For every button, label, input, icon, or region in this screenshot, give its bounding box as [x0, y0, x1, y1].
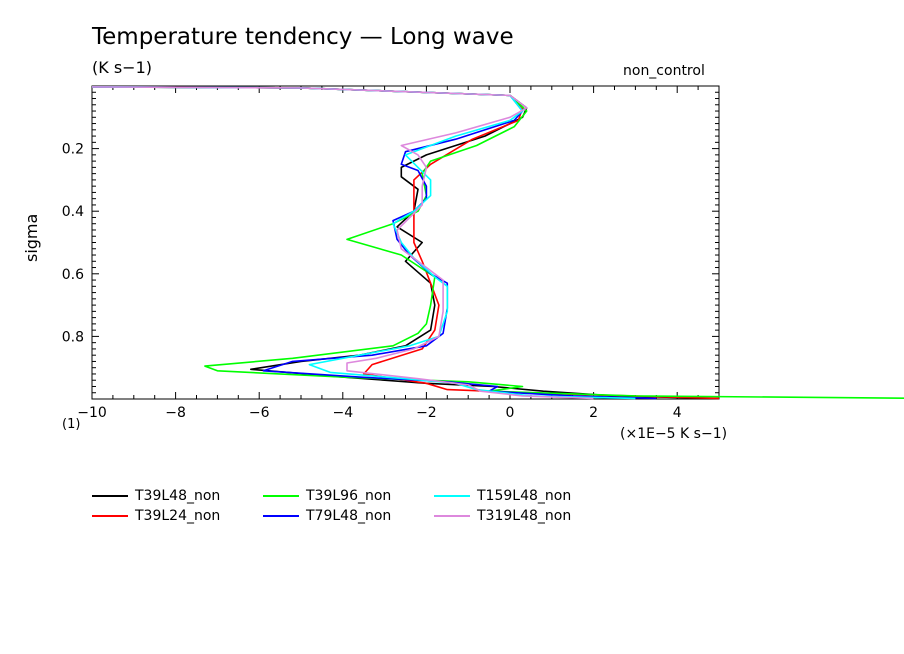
legend-label: T79L48_non: [306, 508, 392, 524]
x-tick-label: 0: [506, 405, 515, 421]
legend-swatch: [263, 515, 299, 517]
x-tick-label: −2: [416, 405, 437, 421]
legend-item: T39L48_non: [92, 488, 220, 504]
legend-label: T159L48_non: [477, 488, 572, 504]
legend-item: T39L96_non: [263, 488, 391, 504]
y-tick-label: 0.8: [62, 329, 84, 345]
series-line-T39L96_non: [91, 86, 904, 399]
legend-label: T39L24_non: [135, 508, 221, 524]
y-tick-label: 0.4: [62, 204, 84, 220]
legend-item: T319L48_non: [434, 508, 571, 524]
legend-item: T159L48_non: [434, 488, 571, 504]
legend-swatch: [92, 515, 128, 517]
x-tick-label: −4: [332, 405, 353, 421]
x-tick-label: 4: [673, 405, 682, 421]
series-line-T159L48_non: [91, 86, 636, 400]
plot-frame: [91, 85, 720, 400]
y-tick-label: 0.2: [62, 142, 84, 158]
bottom-left-label: (1): [62, 417, 81, 432]
x-tick-label: 2: [589, 405, 598, 421]
legend-swatch: [92, 495, 128, 497]
chart-title: Temperature tendency — Long wave: [92, 24, 514, 50]
x-axis-label: (×1E−5 K s−1): [620, 426, 728, 442]
experiment-tag: non_control: [623, 63, 705, 79]
series-line-T319L48_non: [91, 86, 594, 400]
legend-item: T39L24_non: [92, 508, 220, 524]
y-tick-label: 0.6: [62, 267, 84, 283]
legend-label: T39L96_non: [306, 488, 392, 504]
x-tick-label: −6: [249, 405, 270, 421]
legend-swatch: [263, 495, 299, 497]
legend-label: T39L48_non: [135, 488, 221, 504]
chart-units: (K s−1): [92, 58, 152, 77]
legend-swatch: [434, 495, 470, 497]
legend-item: T79L48_non: [263, 508, 391, 524]
legend-label: T319L48_non: [477, 508, 572, 524]
x-tick-label: −8: [165, 405, 186, 421]
legend-swatch: [434, 515, 470, 517]
x-tick-label: −10: [77, 405, 107, 421]
